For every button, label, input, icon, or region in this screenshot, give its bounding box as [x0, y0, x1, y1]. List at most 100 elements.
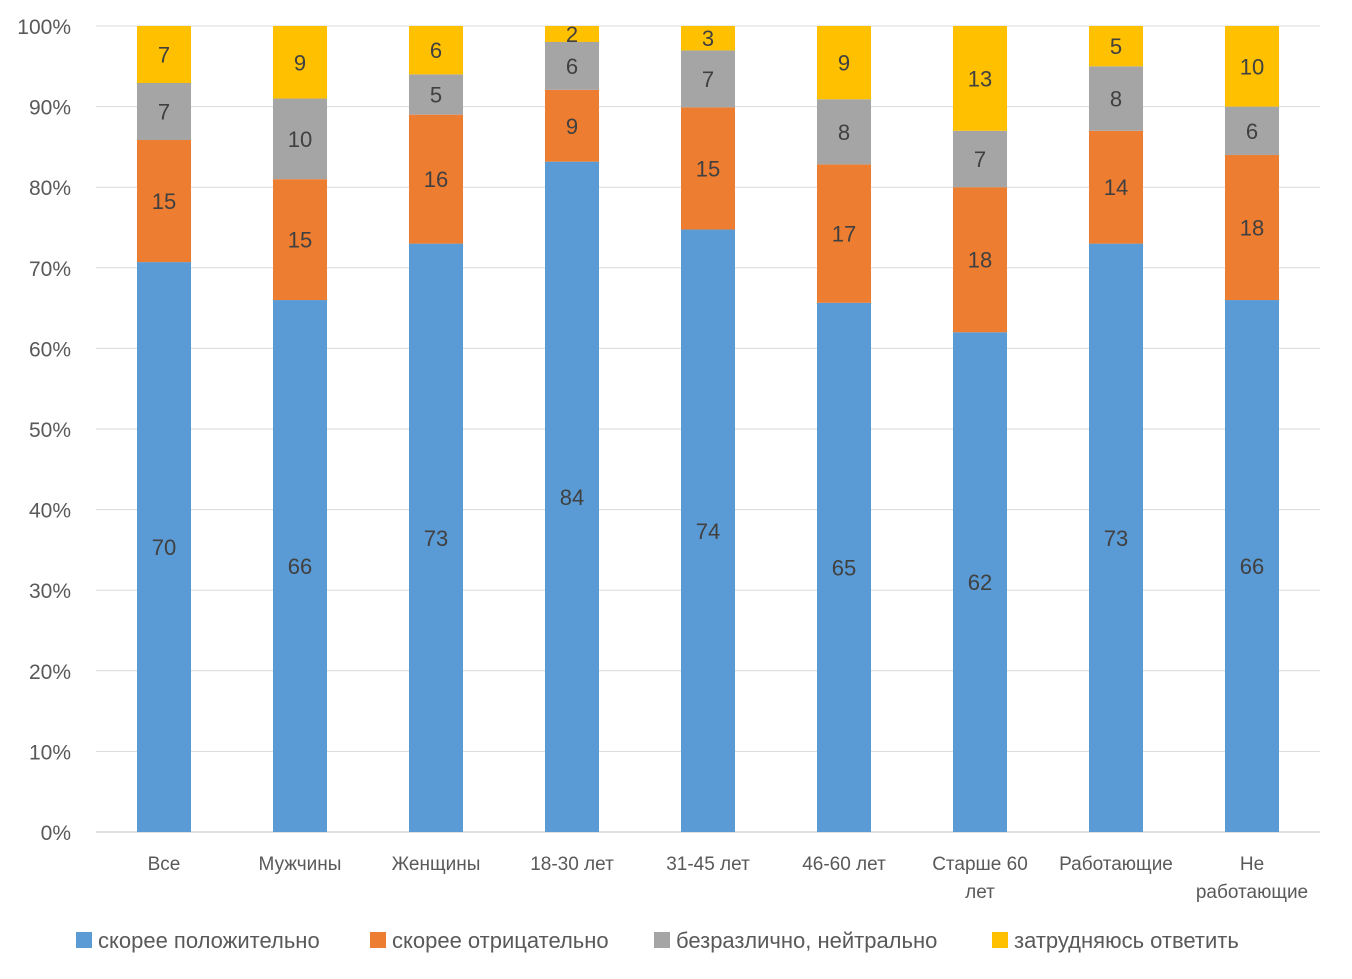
data-label: 73 — [424, 526, 448, 551]
bar-segment — [1089, 243, 1143, 832]
bar-segment — [273, 26, 327, 99]
bar-segment — [545, 26, 599, 42]
legend-label: затрудняюсь ответить — [1014, 928, 1239, 953]
bar-segment — [273, 98, 327, 180]
y-tick-label: 30% — [29, 580, 71, 603]
legend-label: безразлично, нейтрально — [676, 928, 937, 953]
data-label: 10 — [288, 127, 312, 152]
bar-segment — [545, 41, 599, 90]
data-label: 6 — [430, 38, 442, 63]
x-axis-labels: Все Мужчины Женщины 18-30 лет 31-45 лет 46-60… — [148, 854, 1309, 903]
data-label: 15 — [152, 189, 176, 214]
bar-segment — [953, 187, 1007, 333]
data-label: 9 — [838, 51, 850, 76]
data-label: 6 — [566, 54, 578, 79]
y-tick-label: 60% — [29, 338, 71, 361]
bar-segment — [1089, 130, 1143, 244]
bar-segment — [409, 243, 463, 832]
data-label: 5 — [430, 83, 442, 108]
data-label: 17 — [832, 222, 856, 247]
data-label: 66 — [288, 554, 312, 579]
data-label: 9 — [294, 50, 306, 75]
bar-segment — [817, 164, 871, 303]
data-label: 73 — [1104, 526, 1128, 551]
data-label: 66 — [1240, 554, 1264, 579]
data-label: 7 — [158, 99, 170, 124]
data-label: 8 — [1110, 87, 1122, 112]
legend: скорее положительно скорее отрицательно бе… — [76, 928, 1239, 953]
bar-segment — [681, 26, 735, 51]
data-label: 15 — [696, 156, 720, 181]
data-label: 74 — [696, 519, 720, 544]
data-label: 18 — [1240, 216, 1264, 241]
bar-segment — [681, 229, 735, 833]
data-label: 16 — [424, 167, 448, 192]
category-label: 46-60 лет — [802, 854, 886, 875]
bar-segment — [1225, 154, 1279, 301]
category-label: Женщины — [392, 854, 481, 875]
legend-swatch — [992, 932, 1008, 948]
bar-segment — [817, 302, 871, 832]
y-axis-ticks: 0% 10% 20% 30% 40% 50% 60% 70% 80% 90% 100% — [17, 16, 71, 845]
legend-label: скорее отрицательно — [392, 928, 609, 953]
bar-segment — [953, 332, 1007, 832]
category-label: 18-30 лет — [530, 854, 614, 875]
legend-swatch — [654, 932, 670, 948]
data-label: 2 — [566, 22, 578, 47]
bar-segment — [681, 50, 735, 108]
bar-segment — [953, 130, 1007, 188]
category-label: Не — [1240, 854, 1264, 875]
legend-label: скорее положительно — [98, 928, 320, 953]
bar-segment — [1225, 300, 1279, 832]
data-label: 65 — [832, 555, 856, 580]
data-label: 3 — [702, 26, 714, 51]
bar-segment — [1225, 106, 1279, 155]
data-label: 70 — [152, 535, 176, 560]
category-label: 31-45 лет — [666, 854, 750, 875]
category-label: работающие — [1196, 882, 1308, 903]
y-tick-label: 90% — [29, 97, 71, 120]
bar-segment — [817, 99, 871, 165]
legend-swatch — [76, 932, 92, 948]
bar-segment — [409, 74, 463, 115]
bar-segment — [1089, 66, 1143, 131]
category-label: Старше 60 — [932, 854, 1028, 875]
data-label: 5 — [1110, 34, 1122, 59]
bar-segment — [137, 26, 191, 83]
data-label: 84 — [560, 485, 584, 510]
data-label: 10 — [1240, 54, 1264, 79]
bar-segment — [409, 26, 463, 75]
y-tick-label: 80% — [29, 177, 71, 200]
y-tick-label: 40% — [29, 500, 71, 523]
bar-segment — [1089, 26, 1143, 67]
bars: 7015776615109731656849627415736517896218… — [137, 22, 1279, 833]
y-tick-label: 50% — [29, 419, 71, 442]
data-label: 7 — [702, 67, 714, 92]
bar-segment — [1225, 26, 1279, 107]
data-label: 15 — [288, 228, 312, 253]
y-tick-label: 70% — [29, 258, 71, 281]
data-label: 8 — [838, 120, 850, 145]
bar-segment — [953, 26, 1007, 131]
y-tick-label: 10% — [29, 741, 71, 764]
data-label: 7 — [158, 42, 170, 67]
bar-segment — [817, 26, 871, 100]
bar-segment — [681, 107, 735, 230]
data-label: 7 — [974, 147, 986, 172]
category-label: Все — [148, 854, 181, 875]
category-label: лет — [965, 882, 995, 903]
data-label: 18 — [968, 248, 992, 273]
bar-segment — [545, 161, 599, 833]
data-label: 14 — [1104, 175, 1128, 200]
y-tick-label: 0% — [41, 822, 71, 845]
y-tick-label: 20% — [29, 661, 71, 684]
bar-segment — [137, 139, 191, 263]
data-label: 9 — [566, 114, 578, 139]
y-tick-label: 100% — [17, 16, 71, 39]
bar-segment — [273, 300, 327, 832]
bar-segment — [137, 262, 191, 832]
bar-segment — [273, 179, 327, 301]
data-label: 13 — [968, 66, 992, 91]
